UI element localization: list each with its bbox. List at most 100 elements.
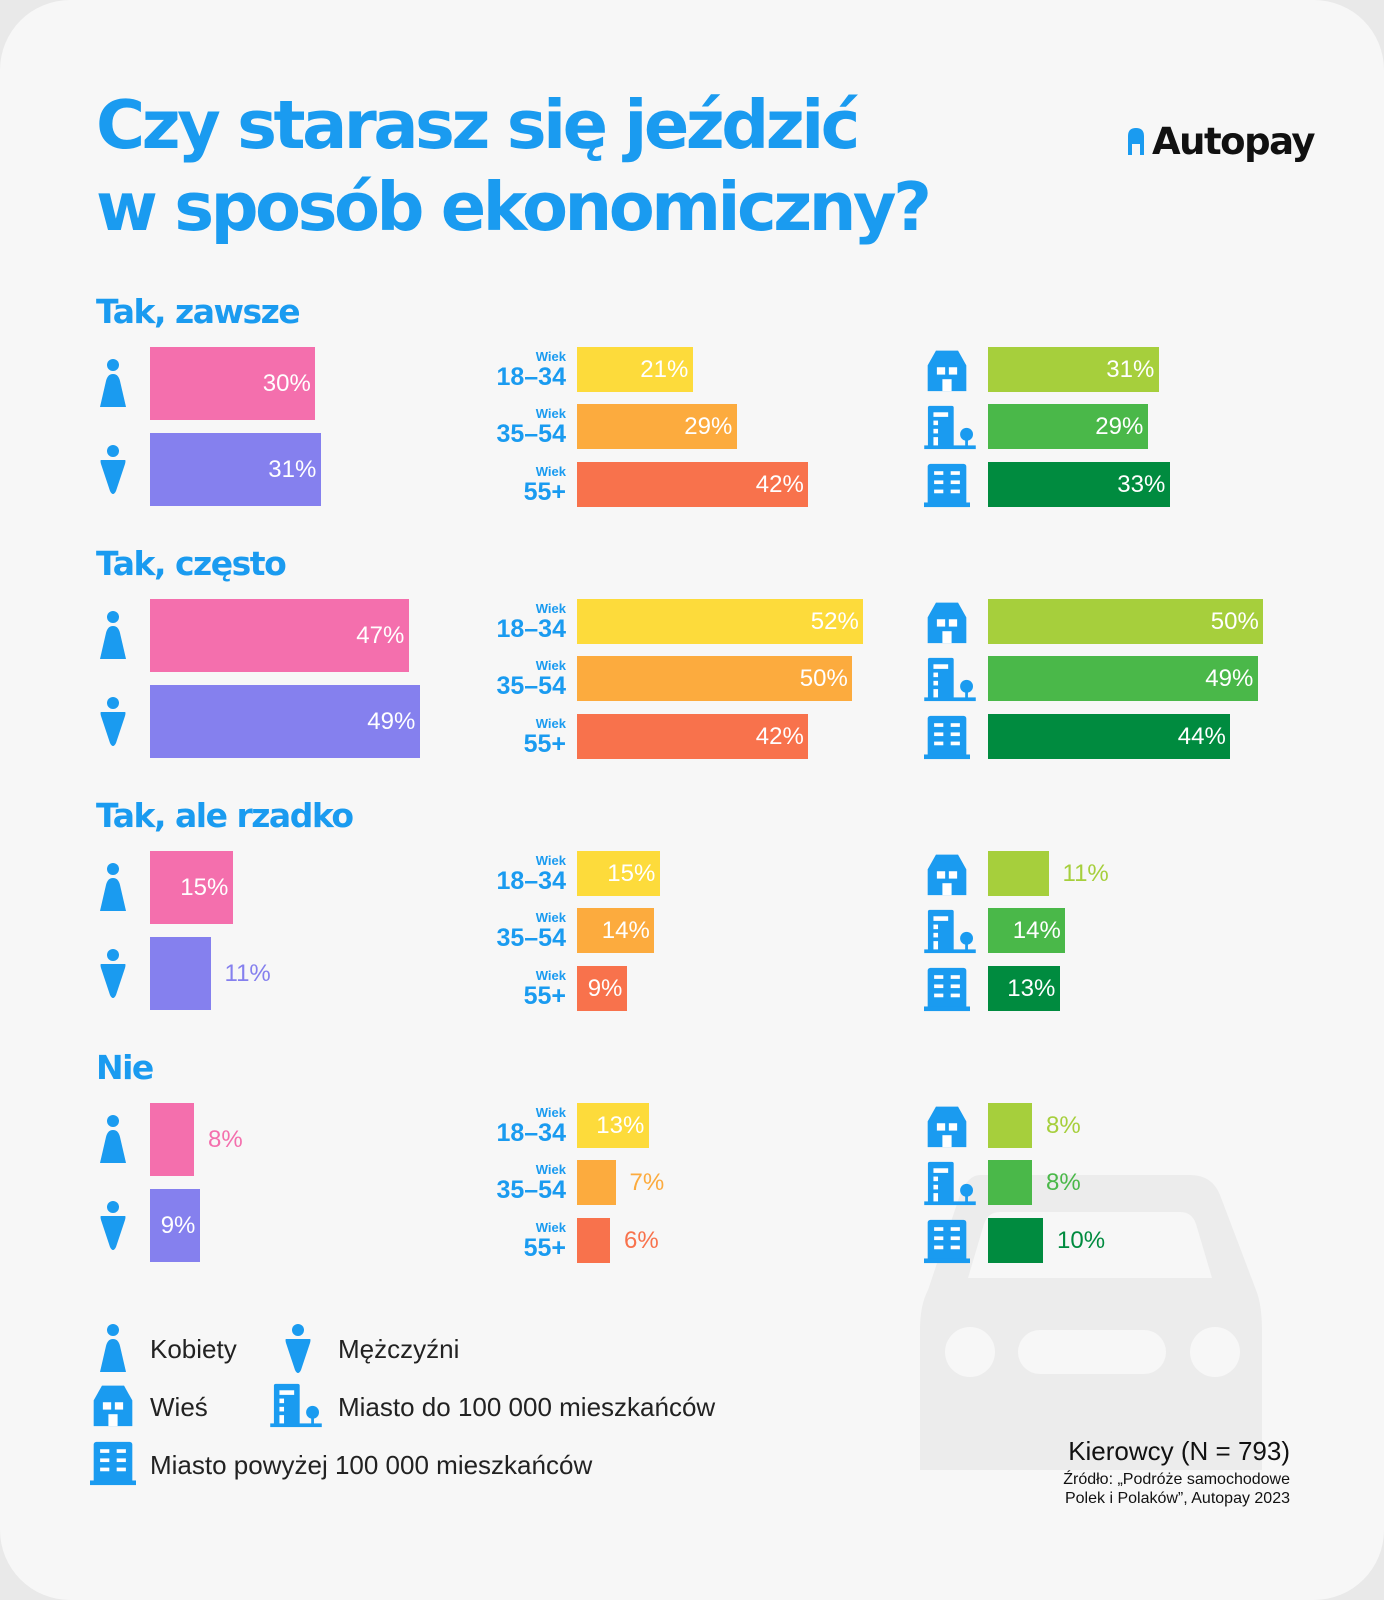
sec1-gender-1-bar [150,347,315,420]
sec2-age-1-bar [577,599,863,644]
woman-icon [98,359,128,409]
sec1-age-3-prefix: Wiek [535,464,566,479]
sec3-gender-2-bar [150,937,211,1010]
sec3-age-1-bar [577,851,660,896]
village-house-icon [924,1103,970,1149]
brand-logo: Autopay [1126,118,1316,164]
sec1-residence-1-bar [988,347,1159,392]
sec3-residence-1-value: 11% [1062,859,1109,887]
sec2-gender-2-bar [150,685,420,758]
sec1-age-1-prefix: Wiek [535,349,566,364]
sec2-residence-1-value: 50% [1210,607,1259,635]
sec4-gender-2-value: 9% [160,1211,196,1239]
town-building-icon [924,404,976,450]
sec3-age-3-bar [577,966,627,1011]
sec1-residence-2-bar [988,404,1148,449]
woman-icon [98,863,128,913]
sec3-age-3-value: 9% [587,974,623,1002]
sec2-residence-2-value: 49% [1205,664,1254,692]
sec3-gender-2-value: 11% [224,959,271,987]
legend-mezczyzni: Mężczyźni [338,1334,460,1364]
city-building-icon [924,714,970,760]
woman-icon [98,1324,128,1374]
sec2-age-2-prefix: Wiek [535,658,566,673]
village-house-icon [924,347,970,393]
sec4-residence-3-bar [988,1218,1043,1263]
town-building-icon [270,1382,322,1428]
town-building-icon [924,1160,976,1206]
car-watermark-icon [920,1175,1262,1470]
sec1-gender-2-value: 31% [268,455,317,483]
sec2-age-3-value: 42% [755,722,804,750]
sec2-residence-3-bar [988,714,1230,759]
sec2-gender-1-bar [150,599,409,672]
sec2-age-3-prefix: Wiek [535,716,566,731]
sample-note: Kierowcy (N = 793) [1068,1436,1290,1466]
sec1-age-1-label: 18–34 [496,363,566,391]
sec1-age-3-value: 42% [755,470,804,498]
sec1-age-1-bar [577,347,693,392]
sec1-gender-1-value: 30% [262,369,311,397]
sec4-age-3-bar [577,1218,610,1263]
source-note: Źródło: „Podróże samochodowe Polek i Pol… [1063,1470,1290,1508]
sec3-residence-2-value: 14% [1012,916,1061,944]
sec2-age-1-value: 52% [810,607,859,635]
legend-miasto-pow-100k: Miasto powyżej 100 000 mieszkańców [150,1450,593,1480]
sec1-residence-3-value: 33% [1117,470,1166,498]
sec1-residence-2-value: 29% [1095,412,1144,440]
source-line-2: Polek i Polaków”, Autopay 2023 [1064,1490,1290,1507]
source-line-1: Źródło: „Podróże samochodowe [1063,1471,1290,1488]
sec4-title: Nie [96,1048,154,1087]
sec4-gender-2-bar [150,1189,200,1262]
sec4-age-1-label: 18–34 [496,1119,566,1147]
sec4-gender-1-bar [150,1103,194,1176]
sec3-age-2-label: 35–54 [496,924,566,952]
sec3-residence-3-bar [988,966,1060,1011]
sec2-age-2-value: 50% [799,664,848,692]
sec2-residence-3-value: 44% [1177,722,1226,750]
sec3-age-1-value: 15% [607,859,656,887]
autopay-logo-icon [1128,128,1144,155]
sec3-age-1-label: 18–34 [496,867,566,895]
village-house-icon [90,1382,136,1428]
city-building-icon [924,462,970,508]
sec4-age-1-value: 13% [596,1111,645,1139]
sec1-age-3-label: 55+ [523,478,566,506]
sec4-age-2-bar [577,1160,616,1205]
page-title: Czy starasz się jeździć w sposób ekonomi… [96,84,996,248]
sec1-age-2-value: 29% [684,412,733,440]
man-icon [98,1201,128,1251]
village-house-icon [924,599,970,645]
woman-icon [98,611,128,661]
sec2-gender-1-value: 47% [356,621,405,649]
sec3-age-3-label: 55+ [523,982,566,1010]
sec3-gender-1-value: 15% [180,873,229,901]
title-line-1: Czy starasz się jeździć [96,86,860,164]
sec2-age-2-label: 35–54 [496,672,566,700]
sec2-age-1-prefix: Wiek [535,601,566,616]
sec4-residence-1-bar [988,1103,1032,1148]
sec3-age-3-prefix: Wiek [535,968,566,983]
legend-miasto-do-100k: Miasto do 100 000 mieszkańców [338,1392,716,1422]
sec3-age-2-bar [577,908,654,953]
sec4-residence-1-value: 8% [1046,1111,1081,1139]
sec4-age-3-label: 55+ [523,1234,566,1262]
sec1-age-2-label: 35–54 [496,420,566,448]
legend-wies: Wieś [150,1392,208,1422]
sec2-age-1-label: 18–34 [496,615,566,643]
sec4-age-1-prefix: Wiek [535,1105,566,1120]
sec1-residence-3-bar [988,462,1170,507]
sec3-residence-1-bar [988,851,1049,896]
sec4-age-2-label: 35–54 [496,1176,566,1204]
sec4-age-2-value: 7% [629,1168,665,1196]
village-house-icon [924,851,970,897]
sec2-age-3-bar [577,714,808,759]
sec3-age-1-prefix: Wiek [535,853,566,868]
title-line-2: w sposób ekonomiczny? [96,168,932,246]
sec4-residence-2-value: 8% [1046,1168,1081,1196]
sec3-residence-3-value: 13% [1007,974,1056,1002]
sec3-title: Tak, ale rzadko [96,796,354,835]
man-icon [98,949,128,999]
sec1-age-1-value: 21% [640,355,689,383]
